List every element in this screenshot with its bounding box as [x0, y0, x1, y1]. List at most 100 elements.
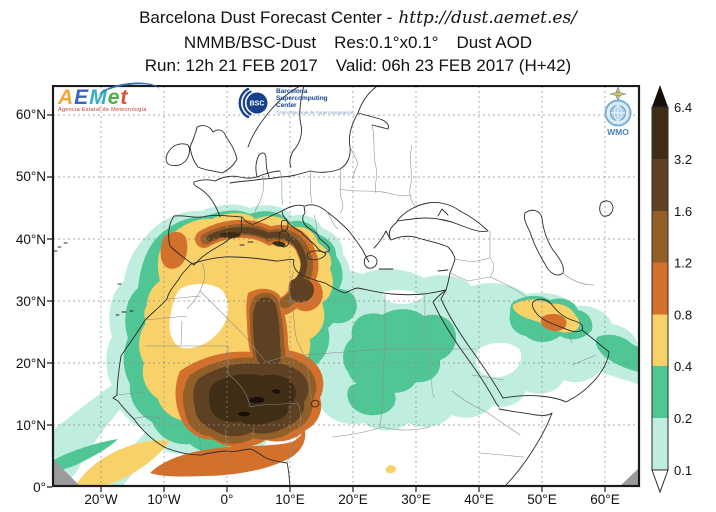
colorbar-label: 0.2	[674, 411, 692, 426]
bsc-line: Center	[276, 101, 297, 109]
coast-france	[193, 170, 283, 225]
clear-gap	[169, 283, 228, 349]
clear-gap	[476, 342, 522, 378]
lat-label: 40°N	[15, 232, 46, 247]
lon-label: 20°W	[84, 492, 118, 507]
bsc-abbr: BSC	[250, 101, 265, 108]
coast-britain	[165, 125, 238, 174]
colorbar-segment	[652, 159, 668, 211]
colorbar-tick-labels: 6.4 3.2 1.6 1.2 0.8 0.4 0.2 0.1	[674, 100, 692, 478]
colorbar-label: 1.2	[674, 256, 692, 271]
bsc-logo-text: Barcelona Supercomputing Center Centro N…	[276, 87, 354, 117]
colorbar-segment	[652, 211, 668, 263]
forecast-map	[47, 85, 641, 492]
dust-region	[144, 304, 178, 335]
lat-label: 20°N	[15, 356, 46, 371]
aemet-caption: Agencia Estatal de Meteorología	[58, 107, 147, 113]
model-name: NMMB/BSC-Dust	[183, 33, 317, 52]
dust-region	[206, 227, 308, 286]
figure-run-line: Run: 12h 21 FEB 2017 Valid: 06h 23 FEB 20…	[0, 56, 716, 76]
country-borders	[116, 124, 597, 464]
dust-region	[219, 232, 241, 238]
bsc-logo-icon: BSC	[238, 88, 268, 118]
colorbar-segment	[652, 366, 668, 418]
clear-gap	[383, 289, 423, 304]
lat-label: 60°N	[15, 107, 46, 122]
wmo-logo-icon: WMO	[604, 86, 632, 137]
resolution-label: Res:0.1°x0.1°	[334, 33, 439, 52]
dust-region	[238, 411, 250, 417]
bsc-logo: BSC Barcelona Supercomputing Center Cent…	[236, 88, 353, 118]
colorbar-label: 0.1	[674, 463, 692, 478]
lon-label: 0°	[220, 492, 234, 507]
title-url: http://dust.aemet.es/	[398, 8, 577, 28]
figure-subtitle: NMMB/BSC-Dust Res:0.1°x0.1° Dust AOD	[0, 33, 716, 53]
colorbar-segment	[652, 107, 668, 159]
colorbar-segment	[652, 418, 668, 470]
lon-label: 10°E	[275, 492, 305, 507]
coast-italy	[278, 204, 330, 261]
dust-region	[347, 381, 396, 416]
map-frame	[51, 85, 641, 488]
colorbar-segment	[652, 262, 668, 315]
dust-region	[289, 277, 314, 303]
coast-iberia	[168, 214, 243, 266]
aemet-letter: E	[74, 86, 90, 109]
lon-label: 10°W	[147, 492, 181, 507]
bsc-caption: Centro Nacional de Supercomputación	[276, 110, 354, 116]
dust-region	[272, 241, 286, 247]
dust-region	[249, 397, 265, 403]
coast-caspian	[523, 200, 614, 276]
dust-region	[343, 309, 457, 393]
wmo-abbr: WMO	[607, 127, 629, 137]
colorbar-label: 3.2	[674, 152, 692, 167]
dust-region	[53, 439, 118, 471]
aemet-letter: e	[107, 86, 121, 109]
lon-label: 50°E	[527, 492, 557, 507]
title-text: Barcelona Dust Forecast Center -	[139, 8, 393, 27]
aemet-logo-text: AEMet	[58, 79, 233, 109]
axis-ticks	[47, 114, 606, 492]
aemet-logo: AEMet Agencia Estatal de Meteorología	[58, 79, 233, 118]
colorbar-label: 1.6	[674, 204, 692, 219]
colorbar-arrow-top	[652, 85, 668, 107]
colorbar-label: 0.8	[674, 308, 692, 323]
lat-label: 50°N	[15, 169, 46, 184]
lon-label: 40°E	[464, 492, 494, 507]
colorbar-label: 0.4	[674, 359, 692, 374]
dust-aod-field	[53, 204, 639, 486]
dust-region	[150, 427, 306, 477]
coastlines	[53, 86, 614, 486]
product-label: Dust AOD	[456, 33, 533, 52]
bsc-line: Supercomputing	[276, 94, 328, 102]
wmo-logo: WMO	[598, 86, 638, 143]
coast-arabia	[498, 298, 610, 486]
aemet-swoosh-icon	[96, 79, 162, 109]
dust-region	[385, 465, 396, 474]
coast-west-africa	[112, 263, 291, 486]
lat-label: 30°N	[15, 294, 46, 309]
bsc-line: Barcelona	[276, 87, 308, 95]
aemet-letter: A	[58, 86, 75, 109]
dust-region	[318, 288, 357, 324]
dust-region	[595, 334, 639, 372]
dust-region	[252, 297, 281, 377]
lat-label: 10°N	[15, 418, 46, 433]
nodata-corners	[53, 459, 639, 486]
dust-region	[160, 231, 188, 269]
coast-turkey	[385, 221, 456, 260]
colorbar-label: 6.4	[674, 100, 692, 115]
lon-label: 30°E	[401, 492, 431, 507]
dust-region	[76, 440, 170, 486]
coast-islands	[53, 241, 320, 408]
colorbar-arrow-bottom	[651, 469, 669, 494]
dust-region	[272, 389, 281, 394]
run-label: Run: 12h 21 FEB 2017	[144, 56, 318, 75]
aod-colorbar: 6.4 3.2 1.6 1.2 0.8 0.4 0.2 0.1	[651, 85, 692, 494]
colorbar-segment	[652, 314, 668, 366]
valid-label: Valid: 06h 23 FEB 2017 (H+42)	[335, 56, 572, 75]
coast-redsea	[432, 289, 504, 408]
aemet-letter: M	[89, 86, 108, 109]
figure-title: Barcelona Dust Forecast Center - http://d…	[0, 8, 716, 28]
